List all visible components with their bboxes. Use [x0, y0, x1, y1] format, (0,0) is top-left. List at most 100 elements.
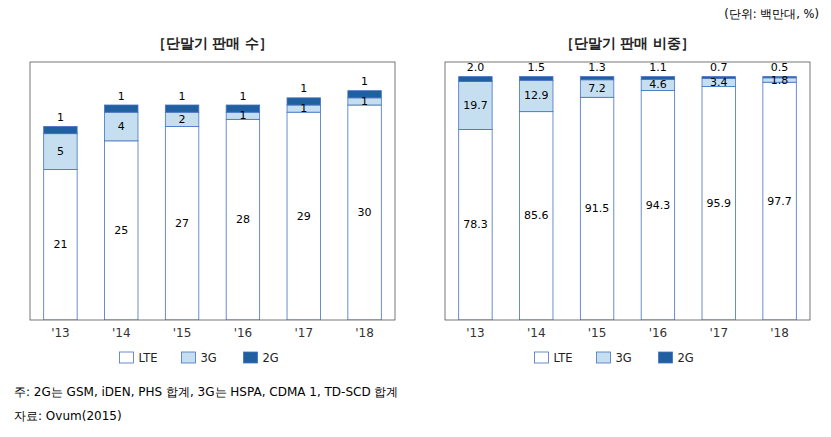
bar-segment	[580, 80, 613, 98]
data-label: 12.9	[524, 89, 549, 102]
legend-swatch	[659, 352, 673, 363]
bar-segment	[580, 97, 613, 320]
data-label: 19.7	[463, 99, 488, 112]
x-tick-label: '16	[649, 326, 668, 340]
data-labels: 215125412721281129113011	[53, 75, 371, 251]
data-label: 4	[118, 120, 125, 133]
x-tick-label: '14	[112, 326, 131, 340]
legend-label: 3G	[616, 351, 632, 365]
legend-label: 2G	[678, 351, 694, 365]
unit-label: (단위: 백만대, %)	[724, 7, 819, 21]
legend-label: 3G	[201, 351, 217, 365]
legend-label: LTE	[139, 351, 158, 365]
legend-swatch	[182, 352, 196, 363]
data-label: 1	[179, 90, 186, 103]
data-label: 97.7	[767, 195, 792, 208]
data-label: 1.3	[588, 61, 606, 74]
bar-segment	[459, 77, 492, 82]
data-label: 1	[57, 111, 64, 124]
bar-segment	[105, 105, 138, 112]
bar-segment	[44, 170, 77, 321]
data-label: 29	[297, 210, 311, 223]
data-label: 1	[300, 102, 307, 115]
data-label: 0.5	[771, 61, 789, 74]
legend-swatch	[244, 352, 258, 363]
data-label: 7.2	[588, 82, 606, 95]
legend: LTE 3G 2G	[120, 351, 279, 365]
x-tick-label: '13	[51, 326, 70, 340]
legend: LTE 3G 2G	[535, 351, 694, 365]
legend-label: LTE	[554, 351, 573, 365]
bar-segment	[44, 127, 77, 134]
data-label: 95.9	[707, 197, 732, 210]
data-label: 28	[236, 213, 250, 226]
footnote: 주: 2G는 GSM, iDEN, PHS 합계, 3G는 HSPA, CDMA…	[14, 385, 399, 399]
data-label: 1	[300, 82, 307, 95]
plot-frame	[30, 62, 395, 320]
x-tick-label: '15	[588, 326, 607, 340]
data-label: 94.3	[646, 199, 671, 212]
bar-segment	[165, 127, 198, 321]
data-label: 1	[239, 90, 246, 103]
bars	[459, 77, 797, 320]
footnote: 자료: Ovum(2015)	[14, 409, 122, 423]
bar-segment	[165, 105, 198, 112]
bar-segment	[105, 112, 138, 141]
data-label: 91.5	[585, 202, 610, 215]
bar-segment	[226, 119, 259, 320]
chart-title: ［단말기 판매 비중］	[560, 35, 696, 51]
bar-segment	[459, 81, 492, 129]
x-tick-label: '16	[234, 326, 253, 340]
legend-swatch	[535, 352, 549, 363]
bars	[44, 91, 382, 320]
x-tick-label: '18	[770, 326, 789, 340]
data-labels: 78.3 19.7 2.0 85.6 12.9 1.5 91.5 7.2 1.3 94.3 4.6 1…	[463, 61, 792, 231]
data-label: 0.7	[710, 61, 728, 74]
data-label: 1	[361, 75, 368, 88]
plot-frame	[445, 62, 810, 320]
bar-segment	[348, 105, 381, 320]
data-label: 78.3	[463, 218, 488, 231]
bar-segment	[459, 129, 492, 320]
data-label: 27	[175, 217, 189, 230]
chart-title: ［단말기 판매 수］	[152, 35, 274, 51]
bar-segment	[165, 112, 198, 126]
data-label: 4.6	[649, 78, 667, 91]
data-label: 30	[358, 206, 372, 219]
data-label: 25	[114, 224, 128, 237]
data-label: 2.0	[467, 61, 485, 74]
chart: ［단말기 판매 비중］ 78.3 19.7 2.0 85.6 12.9 1.5 91.5 7.2…	[445, 35, 810, 365]
data-label: 1	[239, 109, 246, 122]
data-label: 1.8	[771, 74, 789, 87]
x-tick-label: '17	[709, 326, 728, 340]
data-label: 1.5	[528, 61, 546, 74]
bar-segment	[287, 112, 320, 320]
bar-segment	[641, 79, 674, 90]
data-label: 5	[57, 145, 64, 158]
bar-segment	[641, 90, 674, 320]
bar-segment	[44, 134, 77, 170]
data-label: 2	[179, 113, 186, 126]
data-label: 1	[118, 90, 125, 103]
x-tick-label: '18	[355, 326, 374, 340]
bar-segment	[520, 112, 553, 320]
bar-segment	[105, 141, 138, 320]
x-tick-label: '17	[294, 326, 313, 340]
data-label: 3.4	[710, 76, 728, 89]
figure: ［단말기 판매 수］215125412721281129113011'13'14…	[0, 0, 831, 437]
data-label: 1.1	[649, 61, 667, 74]
bar-segment	[702, 87, 735, 320]
data-label: 85.6	[524, 209, 549, 222]
chart: ［단말기 판매 수］215125412721281129113011'13'14…	[30, 35, 395, 365]
x-tick-label: '15	[173, 326, 192, 340]
data-label: 21	[53, 238, 67, 251]
bar-segment	[520, 77, 553, 81]
bar-segment	[520, 80, 553, 111]
x-tick-label: '14	[527, 326, 546, 340]
legend-swatch	[597, 352, 611, 363]
data-label: 1	[361, 95, 368, 108]
legend-label: 2G	[263, 351, 279, 365]
bar-segment	[763, 82, 796, 320]
bar-segment	[580, 77, 613, 80]
x-tick-label: '13	[466, 326, 485, 340]
